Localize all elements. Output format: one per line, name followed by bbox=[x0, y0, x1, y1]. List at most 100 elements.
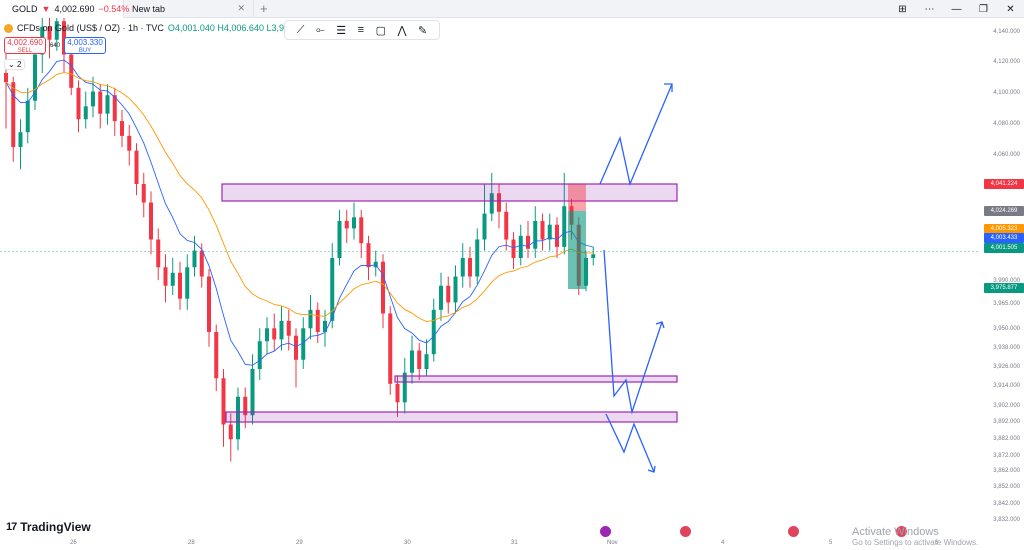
candle-body bbox=[47, 26, 52, 40]
sell-label: SELL bbox=[17, 48, 33, 54]
candle-body bbox=[366, 243, 371, 268]
time-axis[interactable]: 26 28 29 30 31 Nov 4 5 6 bbox=[0, 540, 980, 550]
candle-body bbox=[410, 350, 414, 373]
candle-body bbox=[178, 272, 182, 299]
candle-body bbox=[257, 341, 262, 369]
candle-body bbox=[265, 328, 269, 342]
time-axis-label: 31 bbox=[511, 540, 518, 546]
candle-body bbox=[127, 135, 132, 151]
candle-body bbox=[11, 82, 16, 147]
time-axis-label: Nov bbox=[607, 540, 618, 546]
candle-body bbox=[228, 424, 233, 440]
price-axis[interactable]: 4,140.000 4,120.000 4,100.000 4,080.000 4,06… bbox=[980, 18, 1024, 533]
us-flag-icon[interactable] bbox=[896, 526, 907, 537]
buy-label: BUY bbox=[78, 48, 92, 54]
candle-body bbox=[330, 258, 335, 321]
buy-sell-panel: 4,002.690 SELL 640 4,003.330 BUY bbox=[4, 37, 107, 54]
fib-retracement-icon[interactable]: ≡ bbox=[357, 24, 365, 36]
us-flag-icon[interactable] bbox=[680, 526, 691, 537]
price-axis-label: 3,832.000 bbox=[993, 517, 1020, 523]
tab-gold[interactable]: GOLD ▼ 4,002.690 −0.54% bbox=[0, 0, 129, 18]
sell-button[interactable]: 4,002.690 SELL bbox=[4, 37, 46, 54]
candle-body bbox=[468, 258, 472, 277]
candle-body bbox=[199, 250, 204, 277]
candle-body bbox=[526, 235, 530, 249]
time-axis-label: 26 bbox=[70, 540, 77, 546]
windows-activation-watermark: Activate Windows Go to Settings to activ… bbox=[852, 526, 978, 547]
position-stop-box bbox=[568, 184, 586, 211]
minimize-icon[interactable]: — bbox=[951, 3, 962, 15]
candle-body bbox=[141, 184, 146, 203]
tradingview-mark-icon: 17 bbox=[6, 521, 17, 533]
candle-body bbox=[337, 221, 342, 258]
price-chart[interactable] bbox=[0, 18, 1024, 550]
price-axis-label: 3,965.000 bbox=[993, 301, 1020, 307]
retest-projection-path bbox=[603, 249, 663, 415]
candle-body bbox=[533, 221, 538, 249]
buy-button[interactable]: 4,003.330 BUY bbox=[64, 37, 107, 54]
window-close-icon[interactable]: ✕ bbox=[1006, 3, 1015, 15]
event-marker-icon[interactable] bbox=[600, 526, 611, 537]
position-target-box bbox=[568, 211, 586, 289]
window-controls: ⊞ ⋯ — ❐ ✕ bbox=[889, 0, 1024, 18]
candle-body bbox=[156, 239, 161, 268]
price-axis-label: 3,852.000 bbox=[993, 484, 1020, 490]
candle-body bbox=[279, 320, 284, 340]
time-axis-label: 29 bbox=[296, 540, 303, 546]
watermark-line1: Activate Windows bbox=[852, 526, 939, 538]
tab-change: −0.54% bbox=[98, 3, 130, 14]
tradingview-logo: 17 TradingView bbox=[6, 520, 91, 534]
trend-line-icon[interactable]: ⟋ bbox=[296, 23, 305, 36]
candle-body bbox=[112, 95, 117, 122]
candle-body bbox=[250, 369, 255, 416]
candle-body bbox=[134, 150, 139, 184]
candle-body bbox=[33, 54, 37, 101]
rectangle-icon[interactable]: ▢ bbox=[375, 24, 386, 37]
candle-body bbox=[192, 250, 197, 268]
tab-new[interactable]: New tab ✕ bbox=[124, 0, 254, 18]
indicator-count: 2 bbox=[16, 60, 22, 69]
candle-body bbox=[381, 261, 385, 314]
candle-body bbox=[424, 354, 429, 369]
candle-body bbox=[301, 328, 306, 360]
price-axis-label: 4,140.000 bbox=[993, 29, 1020, 35]
add-tab-icon[interactable]: + bbox=[260, 1, 268, 16]
restore-icon[interactable]: ❐ bbox=[979, 3, 988, 15]
candle-body bbox=[294, 335, 298, 360]
candle-body bbox=[243, 396, 248, 416]
candle-body bbox=[431, 309, 436, 355]
price-tag: 4,041.224 bbox=[984, 179, 1024, 189]
path-icon[interactable]: ⋀ bbox=[397, 24, 407, 37]
tab-down-arrow-icon: ▼ bbox=[41, 3, 51, 14]
legend-title: CFDs on Gold (US$ / OZ) · 1h · TVC bbox=[17, 23, 164, 33]
candle-body bbox=[388, 313, 393, 384]
brush-icon[interactable]: ✎ bbox=[418, 24, 428, 37]
price-axis-label: 3,938.000 bbox=[993, 345, 1020, 351]
candle-body bbox=[547, 224, 552, 240]
more-icon[interactable]: ⋯ bbox=[924, 3, 935, 15]
candle-body bbox=[591, 254, 596, 258]
parallel-channel-icon[interactable]: ☰ bbox=[336, 24, 347, 37]
candle-body bbox=[439, 285, 443, 310]
layout-icon[interactable]: ⊞ bbox=[898, 3, 907, 15]
price-axis-label: 3,862.000 bbox=[993, 468, 1020, 474]
candle-body bbox=[62, 21, 66, 55]
close-icon[interactable]: ✕ bbox=[237, 3, 245, 13]
projection-arrowhead bbox=[647, 465, 656, 473]
candle-body bbox=[98, 91, 103, 114]
us-flag-icon[interactable] bbox=[788, 526, 799, 537]
price-axis-label: 3,892.000 bbox=[993, 419, 1020, 425]
chart-area[interactable] bbox=[0, 18, 1024, 550]
candle-body bbox=[105, 95, 110, 114]
indicators-collapse-button[interactable]: ⌄ 2 bbox=[4, 59, 26, 70]
projection-arrowhead bbox=[655, 321, 665, 329]
price-tag: 4,001.505 bbox=[984, 243, 1024, 253]
horizontal-ray-icon[interactable]: ⟜ bbox=[315, 23, 325, 36]
price-axis-label: 3,990.000 bbox=[993, 278, 1020, 284]
candle-body bbox=[91, 91, 95, 107]
support-zone-lower bbox=[225, 411, 678, 423]
price-axis-label: 3,914.000 bbox=[993, 383, 1020, 389]
tab-symbol: GOLD bbox=[12, 3, 38, 14]
candle-body bbox=[555, 224, 559, 247]
time-axis-label: 28 bbox=[188, 540, 195, 546]
